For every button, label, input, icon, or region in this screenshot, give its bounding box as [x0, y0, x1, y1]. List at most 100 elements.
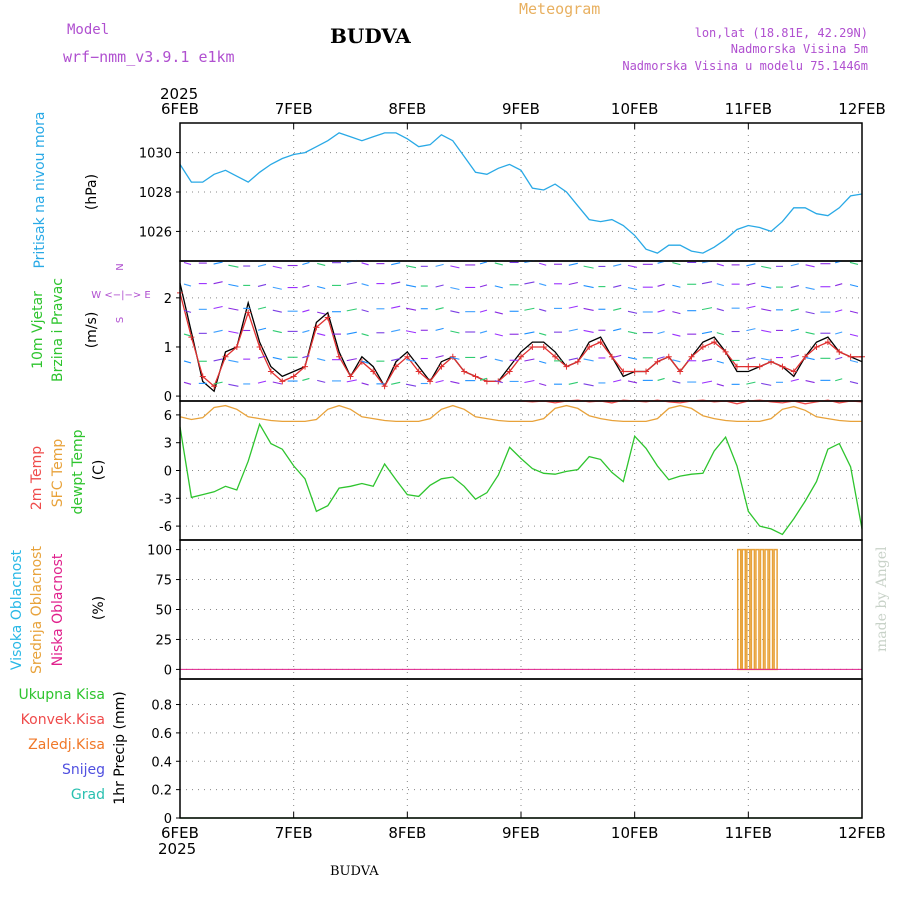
- precip-conv-label: Konvek.Kisa: [21, 712, 105, 728]
- wind-vector: [494, 380, 503, 384]
- xtick-label-bottom: 12FEB: [838, 824, 885, 842]
- wind-vector: [761, 329, 772, 333]
- wind-vector: [716, 308, 724, 312]
- gust-marker: [233, 343, 240, 350]
- wind-vector: [435, 327, 444, 331]
- wind-vector: [302, 284, 310, 288]
- wind-vector: [435, 284, 444, 288]
- gust-marker: [654, 358, 661, 365]
- wind-vector: [213, 329, 223, 333]
- wind-vector: [405, 383, 417, 387]
- pressure-series-line: [179, 132, 863, 254]
- dewpt-side-label: dewpt Temp: [70, 429, 86, 514]
- gust-marker: [597, 339, 604, 346]
- gust-marker: [427, 378, 434, 385]
- ytick-label: 0.4: [151, 755, 172, 770]
- wind-vector: [479, 309, 488, 313]
- wind-vector: [257, 380, 267, 384]
- wind-vector: [435, 307, 444, 311]
- gust-marker: [392, 363, 399, 370]
- wind-vector: [213, 358, 223, 362]
- wind-vector: [213, 261, 223, 265]
- gust-marker: [290, 373, 297, 380]
- gust-marker: [802, 353, 809, 360]
- wind-vector: [716, 283, 724, 287]
- cloud-bar: [759, 548, 765, 671]
- wind-vector: [657, 283, 665, 287]
- mid-cloud-side-label: Srednja Oblacnost: [29, 546, 45, 674]
- gust-marker: [768, 358, 775, 365]
- gust-marker: [756, 363, 763, 370]
- wind-vector: [568, 262, 578, 266]
- wind-vector: [302, 377, 310, 381]
- gust-marker: [302, 363, 309, 370]
- wind-vector: [849, 284, 859, 288]
- year-top: 2025: [160, 85, 198, 103]
- model-elevation: Nadmorska Visina u modelu 75.1446m: [622, 59, 868, 73]
- gust-marker: [461, 368, 468, 375]
- xtick-label-top: 8FEB: [388, 100, 426, 118]
- wind-side-label-1: 10m Vjetar: [30, 291, 46, 369]
- wind-vector: [613, 379, 622, 383]
- gust-marker: [188, 334, 195, 341]
- cloud-bar: [755, 548, 760, 671]
- wind-vector: [479, 330, 488, 334]
- ytick-label: 0.6: [151, 727, 172, 742]
- wind-vector: [272, 381, 282, 385]
- wind-vector: [805, 286, 815, 290]
- wind-vector: [494, 311, 503, 315]
- wind-vector: [672, 359, 681, 363]
- ytick-label: 1: [164, 341, 172, 356]
- wind-vector: [701, 358, 713, 362]
- gust-marker: [722, 348, 729, 355]
- wind-vector: [494, 358, 503, 362]
- ytick-label: 0: [164, 465, 172, 480]
- wind-vector: [494, 262, 503, 266]
- ytick-label: 50: [155, 604, 172, 619]
- wind-vector: [761, 382, 772, 386]
- gust-marker: [245, 309, 252, 316]
- wind-vector: [524, 307, 535, 311]
- wind-vector: [627, 356, 638, 360]
- gust-marker: [620, 368, 627, 375]
- wind-vector: [539, 283, 547, 287]
- gust-marker: [552, 353, 559, 360]
- wind-vector: [183, 283, 192, 287]
- wind-vector: [657, 356, 665, 360]
- ytick-label: 0: [164, 390, 172, 405]
- wind-vector: [213, 281, 223, 285]
- cloud-bar: [736, 548, 742, 671]
- ytick-label: 1026: [139, 225, 172, 240]
- gust-marker: [574, 358, 581, 365]
- wind-vector: [672, 284, 681, 288]
- wind-vector: [568, 328, 578, 332]
- gust-marker: [711, 339, 718, 346]
- lonlat: lon,lat (18.81E, 42.29N): [695, 26, 868, 40]
- wind-vector: [391, 329, 401, 333]
- xtick-label-bottom: 7FEB: [275, 824, 313, 842]
- xtick-label-top: 12FEB: [838, 100, 885, 118]
- wind-vector: [568, 381, 578, 385]
- wind-vector: [317, 262, 326, 266]
- gust-marker: [631, 368, 638, 375]
- cloud-bar: [768, 548, 774, 671]
- wind-vector: [257, 355, 267, 359]
- wind-vector: [568, 305, 578, 309]
- xtick-label-bottom: 9FEB: [502, 824, 540, 842]
- wind-vector: [790, 285, 799, 289]
- precip-rain-label: Ukupna Kisa: [18, 687, 105, 703]
- gust-marker: [836, 348, 843, 355]
- page-title: BUDVA: [330, 24, 411, 48]
- wind-vector: [479, 377, 488, 381]
- wind-vector: [450, 310, 460, 314]
- wind-vector: [746, 305, 756, 309]
- xtick-label-top: 11FEB: [725, 100, 772, 118]
- dewpt-series-line: [179, 422, 863, 536]
- wind-vector: [790, 263, 799, 267]
- wind-vector: [835, 356, 843, 360]
- wind-vector: [790, 378, 799, 382]
- gust-marker: [324, 314, 331, 321]
- speed-series-line: [179, 282, 863, 393]
- wind-vector: [450, 380, 460, 384]
- ytick-label: 0.8: [151, 699, 172, 714]
